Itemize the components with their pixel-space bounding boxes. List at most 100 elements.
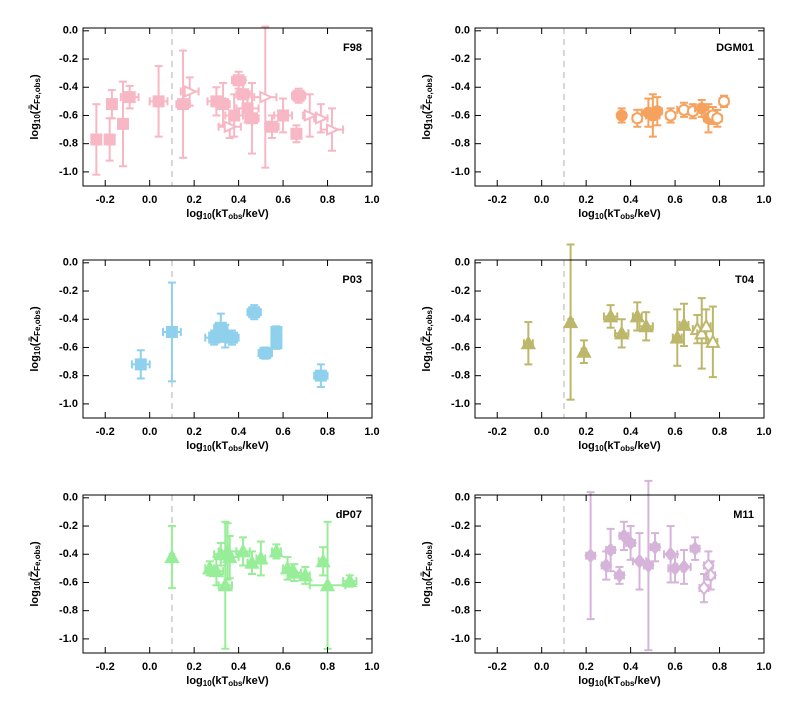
y-tick-label: -0.8	[59, 138, 78, 150]
y-tick-label: 0.0	[455, 257, 470, 269]
x-tick-label: 0.2	[187, 194, 202, 206]
x-tick-label: 0.2	[579, 194, 594, 206]
point	[664, 109, 677, 122]
x-axis-label-part: obs	[228, 444, 243, 453]
point	[134, 358, 147, 371]
point	[651, 105, 664, 118]
x-tick-label: 0.4	[231, 661, 247, 673]
panel-label: DGM01	[716, 42, 754, 54]
x-axis-label-part: log	[578, 675, 595, 687]
x-axis-label-part: (kT	[604, 440, 621, 452]
y-tick-label: -0.2	[59, 53, 78, 65]
point	[259, 347, 272, 360]
y-tick-label: -0.6	[451, 341, 470, 353]
y-tick-label: -0.4	[451, 548, 471, 560]
y-tick-label: 0.0	[455, 25, 470, 37]
point	[676, 316, 692, 331]
point	[698, 318, 714, 333]
x-axis-label-part: /keV)	[242, 208, 269, 220]
x-tick-label: 0.4	[231, 194, 247, 206]
x-tick-label: 0.8	[320, 194, 335, 206]
panel: -0.2 0.0 0.2 0.4 0.6 0.8 1.0 0.0 -0.2 -0.4 -0.6 -0.…	[421, 25, 772, 221]
point	[270, 337, 283, 350]
y-tick-label: -1.0	[59, 166, 78, 178]
panel-label: T04	[735, 274, 755, 286]
x-axis-label-part: obs	[620, 679, 635, 688]
point	[222, 548, 238, 564]
point	[183, 84, 199, 99]
point	[705, 333, 721, 348]
point	[584, 548, 597, 564]
x-tick-label: 0.6	[667, 194, 682, 206]
x-axis-label-part: log	[186, 440, 203, 452]
point	[314, 111, 330, 125]
y-axis-label-part: log	[421, 123, 433, 140]
y-tick-label: -0.8	[451, 370, 470, 382]
x-axis-label-part: obs	[228, 679, 243, 688]
y-tick-label: -0.6	[59, 341, 78, 353]
y-axis-label-part: log	[421, 590, 433, 607]
plot-frame	[82, 494, 373, 654]
y-axis-label-part: 10	[425, 581, 434, 590]
y-axis-label: log10(Z̄Fe,obs)	[421, 306, 434, 372]
x-tick-label: 0.2	[187, 661, 202, 673]
x-axis-label-part: 10	[203, 444, 212, 453]
y-axis-label-part: 10	[33, 581, 42, 590]
point	[259, 90, 274, 104]
y-axis-label: log10(Z̄Fe,obs)	[421, 74, 434, 140]
point	[677, 559, 691, 575]
x-axis-label-part: obs	[620, 212, 635, 221]
plot-frame	[474, 27, 765, 187]
point	[604, 542, 617, 558]
plot-frame	[82, 259, 373, 419]
x-axis-label-part: (kT	[604, 675, 621, 687]
point	[235, 543, 251, 558]
y-tick-label: -0.6	[59, 109, 78, 121]
y-tick-label: -1.0	[59, 633, 78, 645]
x-tick-label: 0.2	[579, 426, 594, 438]
y-axis-label-part: Fe,obs	[425, 77, 434, 103]
panel: -0.2 0.0 0.2 0.4 0.6 0.8 1.0 0.0 -0.2 -0.4 -0.6 -0.…	[29, 257, 380, 453]
point	[664, 546, 677, 562]
y-tick-label: -0.4	[59, 81, 79, 93]
x-axis-label: log10(kTobs/keV)	[578, 440, 661, 453]
x-tick-label: -0.2	[96, 194, 115, 206]
panel-label: P03	[342, 274, 362, 286]
y-axis-label-part: )	[29, 74, 41, 78]
point	[614, 325, 630, 340]
x-tick-label: 0.0	[142, 661, 157, 673]
y-axis-label-part: 10	[425, 114, 434, 123]
plot-frame	[474, 494, 765, 654]
x-tick-label: 1.0	[756, 661, 771, 673]
point	[615, 109, 628, 122]
y-axis-label-part: (Z̄	[29, 336, 41, 347]
point	[277, 109, 290, 122]
x-tick-label: 0.2	[579, 661, 594, 673]
x-tick-label: 1.0	[364, 426, 379, 438]
x-tick-label: 0.8	[320, 426, 335, 438]
y-tick-label: -1.0	[451, 633, 470, 645]
x-axis-label-part: (kT	[212, 208, 229, 220]
panel: -0.2 0.0 0.2 0.4 0.6 0.8 1.0 0.0 -0.2 -0.4 -0.6 -0.…	[29, 492, 380, 688]
y-tick-label: -0.4	[451, 313, 471, 325]
y-tick-label: -0.8	[451, 138, 470, 150]
point	[164, 548, 180, 564]
x-axis-label-part: obs	[228, 212, 243, 221]
y-tick-label: -0.8	[59, 605, 78, 617]
y-tick-label: -0.2	[451, 285, 470, 297]
point	[105, 98, 118, 111]
point	[217, 577, 233, 592]
x-axis-label-part: log	[186, 675, 203, 687]
point	[576, 343, 592, 358]
x-axis-label-part: 10	[595, 679, 604, 688]
point	[217, 98, 230, 111]
x-tick-label: 1.0	[364, 661, 379, 673]
y-axis-label-part: )	[29, 306, 41, 310]
point	[642, 557, 655, 574]
y-axis-label-part: )	[421, 74, 433, 78]
panel-label: dP07	[336, 509, 362, 521]
plot-frame	[474, 259, 765, 419]
point	[613, 567, 626, 583]
point	[303, 108, 319, 123]
y-tick-label: -0.6	[451, 109, 470, 121]
